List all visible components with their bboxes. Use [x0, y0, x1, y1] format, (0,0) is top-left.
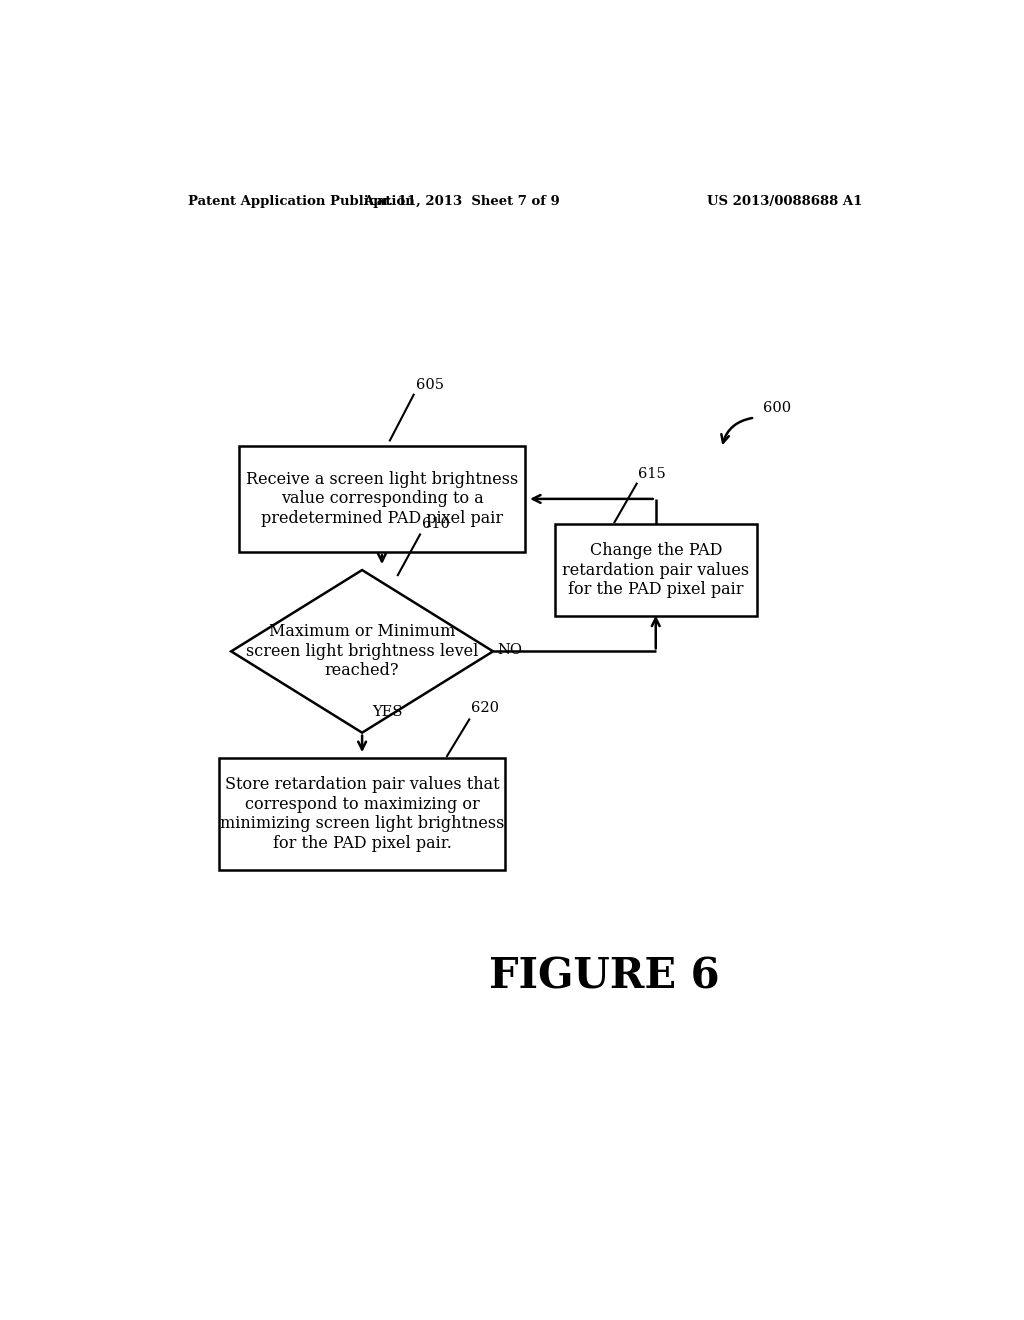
Bar: [555, 524, 757, 616]
Bar: [219, 758, 505, 870]
Text: 615: 615: [638, 466, 666, 480]
Text: Patent Application Publication: Patent Application Publication: [187, 195, 415, 209]
Text: NO: NO: [497, 643, 522, 657]
Text: FIGURE 6: FIGURE 6: [488, 956, 720, 998]
Bar: [240, 446, 524, 552]
Text: Maximum or Minimum
screen light brightness level
reached?: Maximum or Minimum screen light brightne…: [246, 623, 478, 680]
Text: 605: 605: [416, 378, 444, 392]
Text: Store retardation pair values that
correspond to maximizing or
minimizing screen: Store retardation pair values that corre…: [220, 776, 504, 851]
Text: 600: 600: [763, 400, 791, 414]
Text: YES: YES: [373, 705, 402, 719]
Text: US 2013/0088688 A1: US 2013/0088688 A1: [707, 195, 862, 209]
Text: Apr. 11, 2013  Sheet 7 of 9: Apr. 11, 2013 Sheet 7 of 9: [362, 195, 560, 209]
Polygon shape: [231, 570, 494, 733]
Text: 620: 620: [471, 701, 499, 715]
Text: Change the PAD
retardation pair values
for the PAD pixel pair: Change the PAD retardation pair values f…: [562, 543, 750, 598]
Text: Receive a screen light brightness
value corresponding to a
predetermined PAD pix: Receive a screen light brightness value …: [246, 471, 518, 527]
Text: 610: 610: [422, 517, 450, 532]
